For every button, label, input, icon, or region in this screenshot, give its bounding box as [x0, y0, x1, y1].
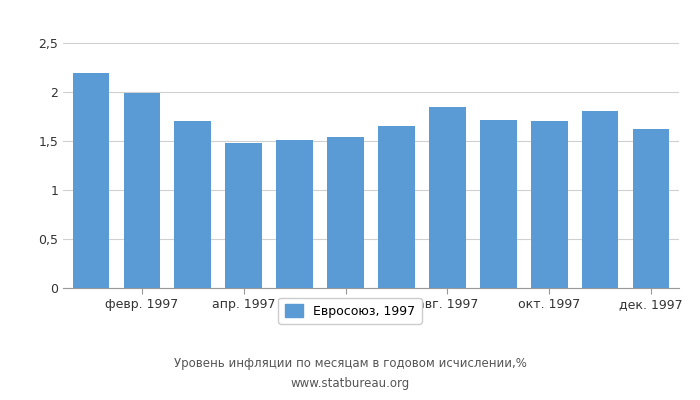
- Bar: [378, 126, 415, 288]
- Legend: Евросоюз, 1997: Евросоюз, 1997: [279, 298, 421, 324]
- Text: www.statbureau.org: www.statbureau.org: [290, 378, 410, 390]
- Bar: [531, 121, 568, 288]
- Bar: [480, 120, 517, 288]
- Text: Уровень инфляции по месяцам в годовом исчислении,%: Уровень инфляции по месяцам в годовом ис…: [174, 358, 526, 370]
- Bar: [174, 121, 211, 288]
- Bar: [276, 140, 313, 288]
- Bar: [633, 129, 669, 288]
- Bar: [429, 108, 466, 288]
- Bar: [73, 73, 109, 288]
- Bar: [225, 143, 262, 288]
- Bar: [327, 137, 364, 288]
- Bar: [582, 111, 618, 288]
- Bar: [124, 93, 160, 288]
